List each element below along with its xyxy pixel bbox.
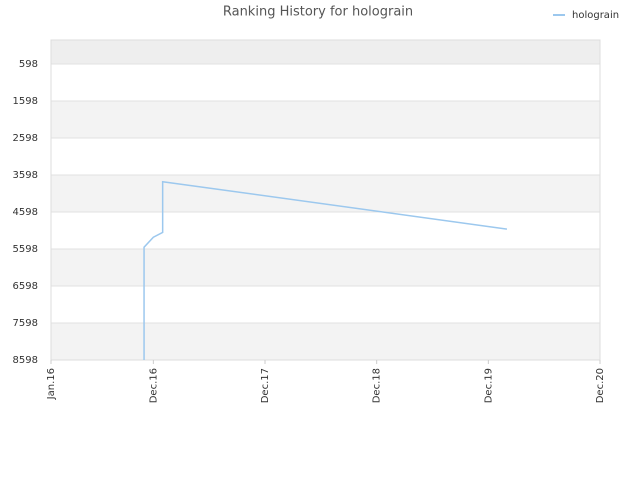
- x-tick-label: Dec.17: [260, 368, 271, 403]
- y-tick-label: 6598: [13, 281, 38, 292]
- x-tick-label: Dec.18: [372, 368, 383, 403]
- y-tick-label: 598: [19, 59, 38, 70]
- band: [51, 40, 600, 64]
- y-tick-label: 7598: [13, 318, 38, 329]
- y-tick-label: 5598: [13, 244, 38, 255]
- x-tick-label: Jan.16: [46, 368, 57, 400]
- x-tick-label: Dec.19: [483, 368, 494, 403]
- y-tick-label: 8598: [13, 355, 38, 366]
- y-tick-label: 2598: [13, 133, 38, 144]
- x-tick-label: Dec.16: [148, 368, 159, 403]
- y-tick-label: 3598: [13, 170, 38, 181]
- y-tick-label: 1598: [13, 96, 38, 107]
- band: [51, 322, 600, 360]
- line: [143, 180, 508, 360]
- x-tick-label: Dec.20: [595, 368, 606, 403]
- band: [51, 248, 600, 286]
- legend-label: holograin: [572, 10, 619, 21]
- chart-title: Ranking History for holograin: [223, 5, 413, 20]
- band: [51, 100, 600, 138]
- y-tick-label: 4598: [13, 207, 38, 218]
- band: [51, 174, 600, 212]
- plot-border: [50, 39, 601, 361]
